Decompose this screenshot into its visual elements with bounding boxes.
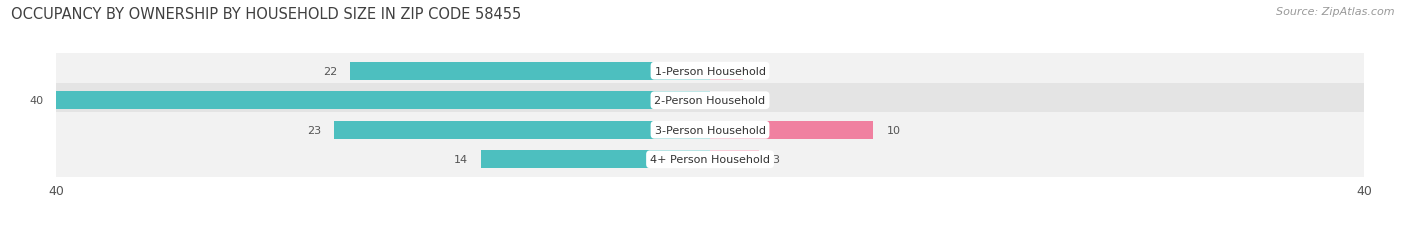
- Text: 0: 0: [723, 96, 730, 106]
- Text: 3-Person Household: 3-Person Household: [655, 125, 765, 135]
- Bar: [710, 62, 742, 81]
- Bar: [481, 150, 710, 169]
- Bar: [710, 150, 759, 169]
- Text: 1-Person Household: 1-Person Household: [655, 67, 765, 76]
- Bar: [335, 121, 710, 139]
- Text: 10: 10: [887, 125, 901, 135]
- Bar: [56, 113, 1364, 148]
- Text: 3: 3: [772, 155, 779, 164]
- Text: 14: 14: [454, 155, 468, 164]
- Text: 2: 2: [756, 67, 763, 76]
- Text: 4+ Person Household: 4+ Person Household: [650, 155, 770, 164]
- Text: Source: ZipAtlas.com: Source: ZipAtlas.com: [1277, 7, 1395, 17]
- Bar: [56, 142, 1364, 177]
- Text: 22: 22: [323, 67, 337, 76]
- Text: 23: 23: [307, 125, 321, 135]
- Bar: [710, 121, 873, 139]
- Bar: [56, 92, 710, 110]
- Text: OCCUPANCY BY OWNERSHIP BY HOUSEHOLD SIZE IN ZIP CODE 58455: OCCUPANCY BY OWNERSHIP BY HOUSEHOLD SIZE…: [11, 7, 522, 22]
- Text: 40: 40: [30, 96, 44, 106]
- Bar: [350, 62, 710, 81]
- Bar: [56, 83, 1364, 118]
- Bar: [56, 54, 1364, 89]
- Text: 2-Person Household: 2-Person Household: [654, 96, 766, 106]
